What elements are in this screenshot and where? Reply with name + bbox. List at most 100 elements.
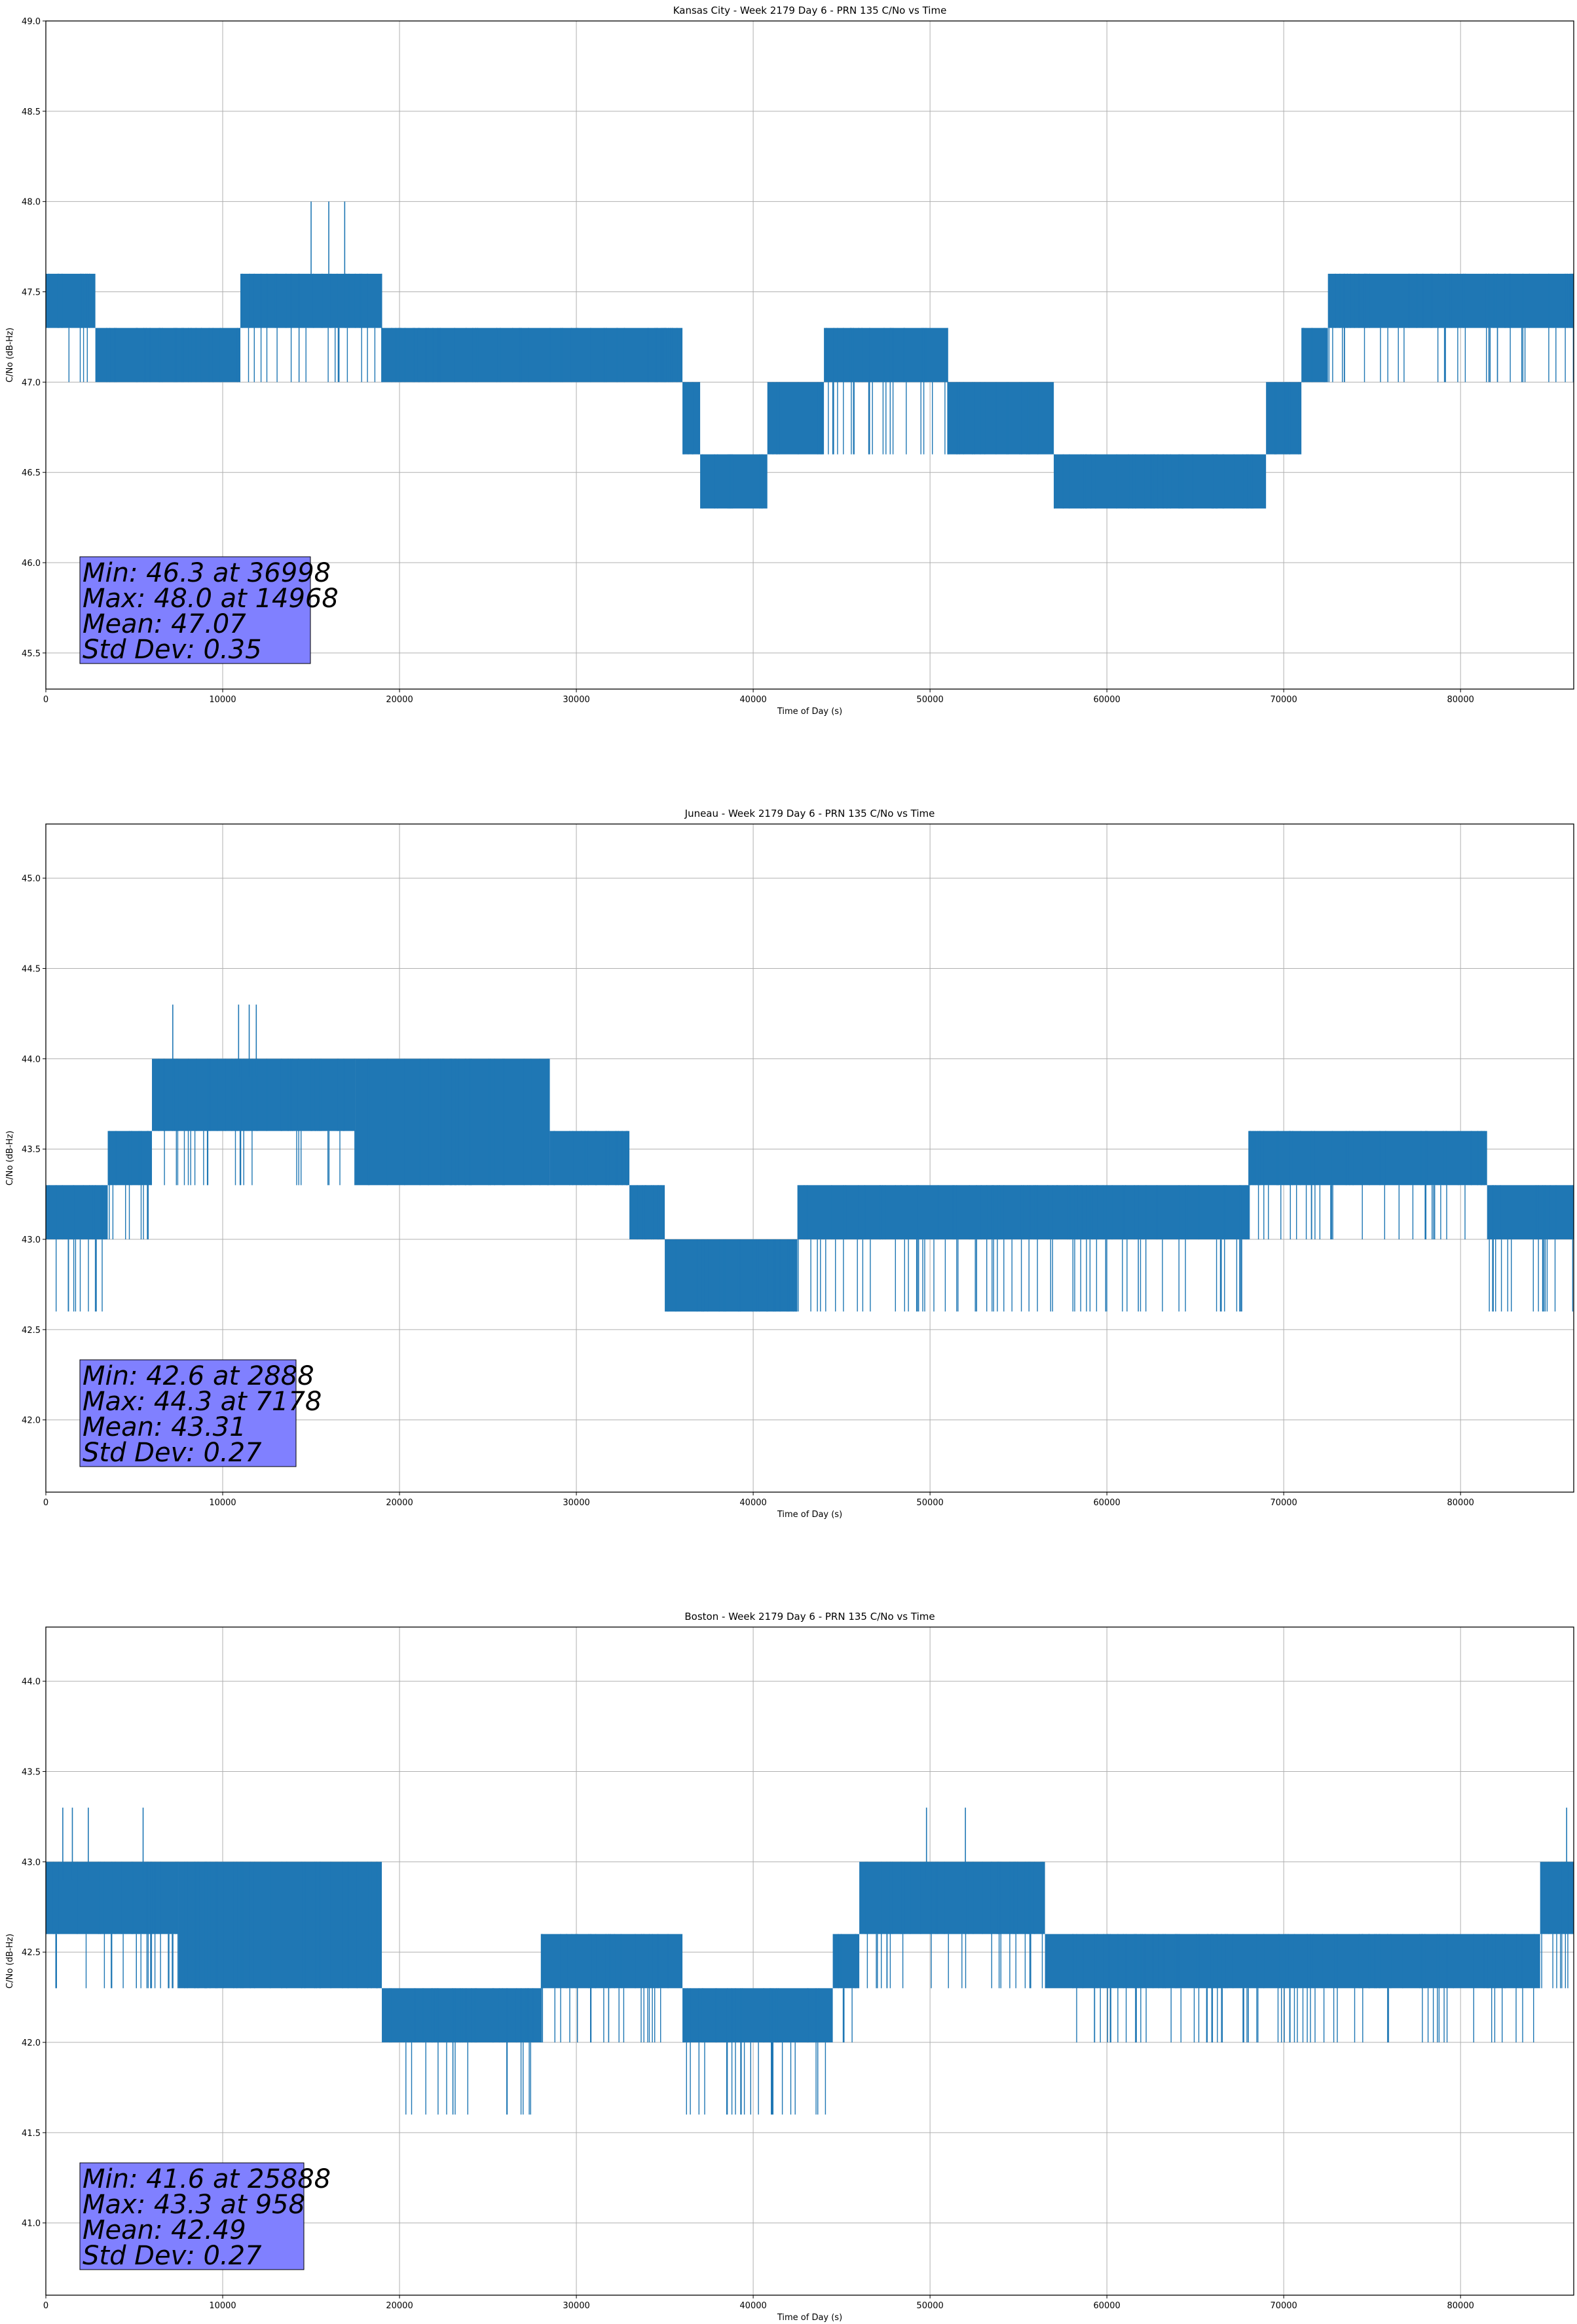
x-tick-label: 80000 xyxy=(1447,1498,1474,1508)
series-band xyxy=(1266,382,1302,455)
x-tick-label: 30000 xyxy=(563,2301,589,2311)
series-segment xyxy=(1045,1934,1540,2043)
series-strokes xyxy=(382,328,678,383)
chart-title: Boston - Week 2179 Day 6 - PRN 135 C/No … xyxy=(684,1611,935,1622)
series-strokes xyxy=(184,1862,378,1989)
stats-box-bg xyxy=(79,556,311,664)
series-segment xyxy=(700,454,768,509)
series-strokes xyxy=(948,382,1039,455)
series-band xyxy=(665,1239,798,1312)
series-segment xyxy=(46,1185,108,1312)
series-segment xyxy=(682,382,701,455)
y-tick-label: 43.0 xyxy=(22,1235,41,1245)
series-band xyxy=(1248,1131,1487,1186)
stats-min: Min: 46.3 at 36998 xyxy=(83,558,331,588)
series-band xyxy=(1301,328,1328,383)
stats-min: Min: 41.6 at 25888 xyxy=(83,2164,331,2194)
chart-title: Juneau - Week 2179 Day 6 - PRN 135 C/No … xyxy=(684,808,935,819)
series-segment xyxy=(797,1185,1249,1312)
y-tick-label: 44.0 xyxy=(22,1055,41,1064)
series-strokes xyxy=(701,454,764,509)
series-band xyxy=(382,1988,542,2043)
series-segment xyxy=(240,273,382,383)
x-axis-label: Time of Day (s) xyxy=(777,1510,842,1520)
series-strokes xyxy=(553,1131,628,1186)
y-axis-label: C/No (dB-Hz) xyxy=(5,1934,15,1989)
x-tick-label: 30000 xyxy=(563,695,589,705)
stats-mean: Mean: 43.31 xyxy=(83,1412,246,1442)
chart-panel-2: Juneau - Week 2179 Day 6 - PRN 135 C/No … xyxy=(5,808,1574,1520)
series-band xyxy=(152,1059,356,1131)
series-band xyxy=(767,382,825,455)
series-strokes xyxy=(637,1185,661,1240)
y-axis-label: C/No (dB-Hz) xyxy=(5,328,15,383)
stats-max: Max: 48.0 at 14968 xyxy=(83,584,339,614)
series-segment xyxy=(1327,273,1574,383)
x-tick-label: 60000 xyxy=(1093,2301,1120,2311)
series-band xyxy=(178,1862,382,1989)
y-axis: 45.5 46.0 46.5 47.0 47.5 48.0 48.5 49.0 xyxy=(22,17,46,659)
series-band xyxy=(46,273,96,328)
axes-frame xyxy=(45,1626,1574,2296)
x-axis: 0 10000 20000 30000 40000 50000 60000 70000 8000… xyxy=(43,2295,1474,2311)
series-segment xyxy=(178,1862,382,1989)
series-segment xyxy=(382,328,683,383)
y-tick-label: 49.0 xyxy=(22,17,41,27)
stats-max: Max: 43.3 at 958 xyxy=(83,2190,305,2220)
series-strokes xyxy=(667,1239,797,1312)
y-tick-label: 44.0 xyxy=(22,1677,41,1687)
series-strokes xyxy=(540,1934,669,2043)
x-tick-label: 60000 xyxy=(1093,695,1120,705)
x-tick-label: 70000 xyxy=(1270,695,1297,705)
stats-mean: Mean: 42.49 xyxy=(83,2215,246,2245)
series-strokes xyxy=(1248,1131,1485,1240)
series-strokes xyxy=(1054,454,1253,509)
y-tick-label: 47.5 xyxy=(22,288,41,298)
x-axis: 0 10000 20000 30000 40000 50000 60000 70000 8000… xyxy=(43,1492,1474,1508)
x-tick-label: 70000 xyxy=(1270,2301,1297,2311)
series-band xyxy=(1045,1934,1540,1989)
series-strokes xyxy=(158,1059,356,1186)
x-tick-label: 30000 xyxy=(563,1498,589,1508)
series-segment xyxy=(1540,1862,1574,1989)
series-segment xyxy=(355,1059,550,1186)
y-tick-label: 47.0 xyxy=(22,378,41,388)
series-segment xyxy=(824,328,948,455)
series-band xyxy=(240,273,382,328)
y-tick-label: 42.5 xyxy=(22,1948,41,1958)
y-tick-label: 41.0 xyxy=(22,2219,41,2229)
y-axis: 42.0 42.5 43.0 43.5 44.0 44.5 45.0 xyxy=(22,874,46,1426)
y-tick-label: 45.5 xyxy=(22,649,41,659)
x-tick-label: 50000 xyxy=(916,1498,943,1508)
series-band xyxy=(797,1185,1249,1240)
series-segment xyxy=(767,382,825,455)
stats-std: Std Dev: 0.35 xyxy=(83,635,262,665)
x-tick-label: 40000 xyxy=(739,1498,766,1508)
series-band xyxy=(629,1185,665,1240)
x-tick-label: 40000 xyxy=(739,695,766,705)
series-strokes xyxy=(109,1131,149,1240)
series-segment xyxy=(46,273,96,383)
series-strokes xyxy=(838,1934,857,2043)
x-tick-label: 20000 xyxy=(386,1498,413,1508)
series-segment xyxy=(832,1934,860,2043)
series-segment xyxy=(859,1862,1045,1989)
y-tick-label: 46.0 xyxy=(22,559,41,569)
y-tick-label: 48.5 xyxy=(22,107,41,117)
series-band xyxy=(355,1059,550,1186)
y-tick-label: 43.5 xyxy=(22,1768,41,1778)
series-strokes xyxy=(798,1185,1247,1312)
y-tick-label: 43.0 xyxy=(22,1858,41,1867)
series-band xyxy=(1327,273,1574,328)
series-band xyxy=(549,1131,630,1186)
x-tick-label: 60000 xyxy=(1093,1498,1120,1508)
y-tick-label: 44.5 xyxy=(22,965,41,975)
series-strokes xyxy=(1072,1934,1535,2043)
x-tick-label: 80000 xyxy=(1447,695,1474,705)
series-strokes xyxy=(1302,328,1326,383)
series-strokes xyxy=(1489,1185,1574,1312)
y-tick-label: 42.0 xyxy=(22,1416,41,1426)
series-segment xyxy=(665,1239,798,1312)
